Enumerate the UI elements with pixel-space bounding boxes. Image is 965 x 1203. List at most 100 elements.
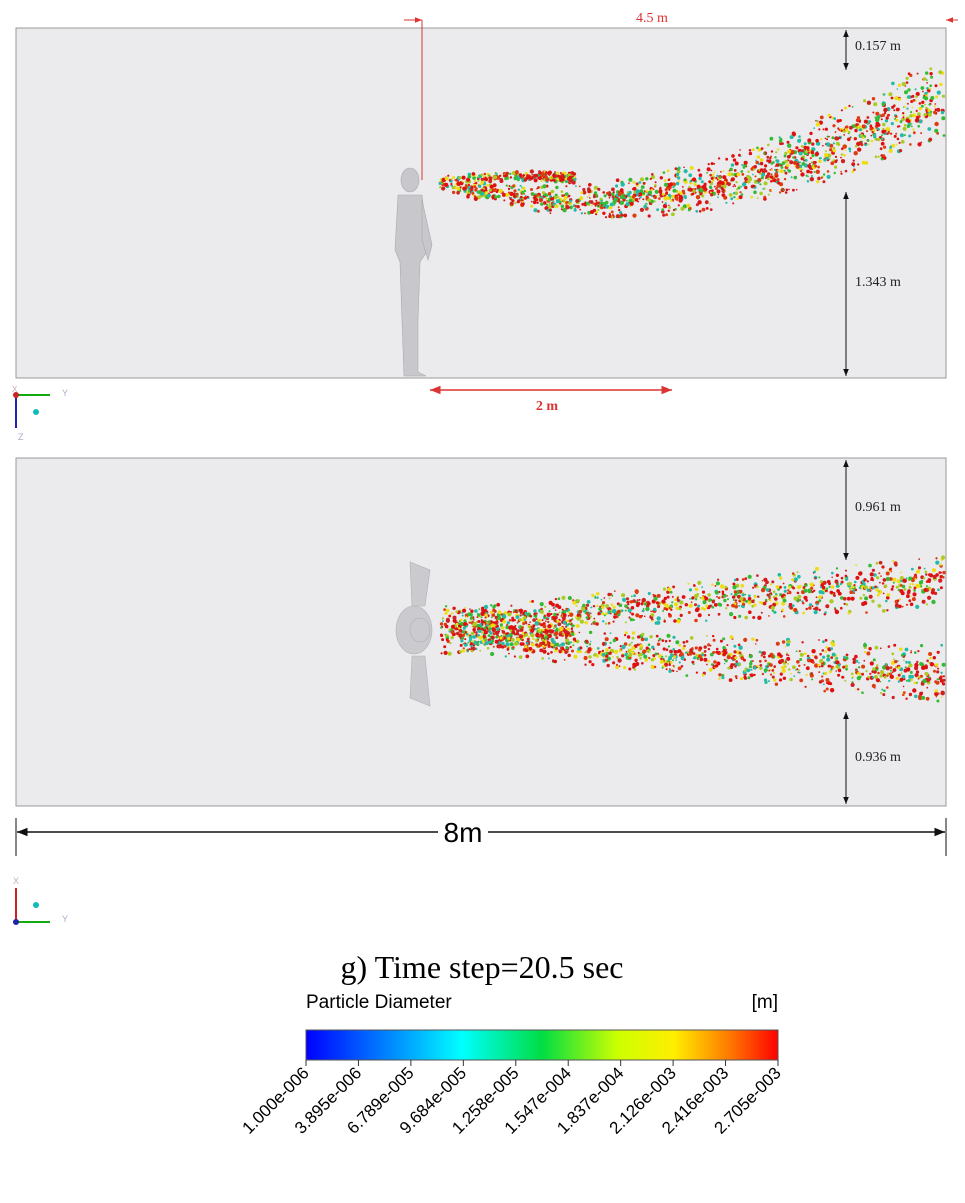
particle <box>573 655 577 659</box>
particle <box>539 198 543 202</box>
particle <box>763 602 767 606</box>
particle <box>691 179 693 181</box>
particle <box>863 660 865 662</box>
particle <box>483 176 485 178</box>
particle <box>939 676 943 680</box>
particle <box>709 186 712 189</box>
particle <box>890 133 892 135</box>
particle <box>503 199 505 201</box>
particle <box>699 173 703 177</box>
particle <box>757 197 759 199</box>
particle <box>881 113 885 117</box>
particle <box>630 618 633 621</box>
particle <box>914 682 917 685</box>
particle <box>924 104 926 106</box>
colorbar-unit: [m] <box>752 992 778 1013</box>
dimension-label: 4.5 m <box>636 11 668 26</box>
particle <box>623 666 626 669</box>
particle <box>830 656 833 659</box>
particle <box>819 659 823 663</box>
particle <box>619 649 622 652</box>
particle <box>657 643 660 646</box>
particle <box>541 180 543 182</box>
particle <box>794 161 797 164</box>
particle <box>618 198 620 200</box>
particle <box>639 648 642 651</box>
particle <box>668 645 670 647</box>
particle <box>651 620 653 622</box>
particle <box>787 150 791 154</box>
particle <box>573 172 576 175</box>
particle <box>694 603 697 606</box>
particle <box>741 584 745 588</box>
particle <box>472 628 476 632</box>
particle <box>781 142 784 145</box>
particle <box>808 606 812 610</box>
particle <box>672 586 675 589</box>
particle <box>784 170 786 172</box>
particle <box>881 134 883 136</box>
particle <box>796 660 800 664</box>
particle <box>657 594 661 598</box>
particle <box>747 171 749 173</box>
particle <box>858 666 860 668</box>
particle <box>903 686 905 688</box>
particle <box>484 605 488 609</box>
particle <box>829 682 832 685</box>
particle <box>661 599 665 603</box>
particle <box>764 679 767 682</box>
particle <box>745 600 748 603</box>
colorbar-title: Particle Diameter <box>306 992 452 1013</box>
particle <box>699 188 702 191</box>
particle <box>902 116 904 118</box>
particle <box>803 587 805 589</box>
particle <box>680 207 684 211</box>
particle <box>490 185 494 189</box>
particle <box>879 582 881 584</box>
particle <box>830 161 834 165</box>
particle <box>608 622 611 625</box>
particle <box>906 604 908 606</box>
particle <box>663 620 666 623</box>
particle <box>647 602 651 606</box>
particle <box>807 176 809 178</box>
particle <box>642 186 645 189</box>
particle <box>604 597 606 599</box>
particle <box>561 208 563 210</box>
particle <box>460 638 462 640</box>
particle <box>478 190 482 194</box>
particle <box>909 693 912 696</box>
particle <box>872 97 875 100</box>
particle <box>868 647 871 650</box>
particle <box>689 588 692 591</box>
particle <box>520 614 522 616</box>
particle <box>898 125 900 127</box>
particle <box>786 164 789 167</box>
particle <box>625 631 628 634</box>
particle <box>909 583 911 585</box>
particle <box>906 81 909 84</box>
particle <box>492 627 495 630</box>
particle <box>658 197 661 200</box>
axis-label: Y <box>62 388 68 398</box>
particle <box>796 650 798 652</box>
particle <box>848 612 851 615</box>
particle <box>549 203 551 205</box>
particle <box>556 199 560 203</box>
particle <box>731 657 733 659</box>
particle <box>623 214 627 218</box>
particle <box>460 619 463 622</box>
particle <box>475 187 477 189</box>
particle <box>919 580 923 584</box>
particle <box>749 662 752 665</box>
particle <box>685 197 687 199</box>
particle <box>505 633 507 635</box>
particle <box>832 124 835 127</box>
particle <box>695 598 697 600</box>
particle <box>780 673 783 676</box>
particle <box>625 198 627 200</box>
particle <box>461 637 464 640</box>
particle <box>741 173 744 176</box>
particle <box>767 172 770 175</box>
